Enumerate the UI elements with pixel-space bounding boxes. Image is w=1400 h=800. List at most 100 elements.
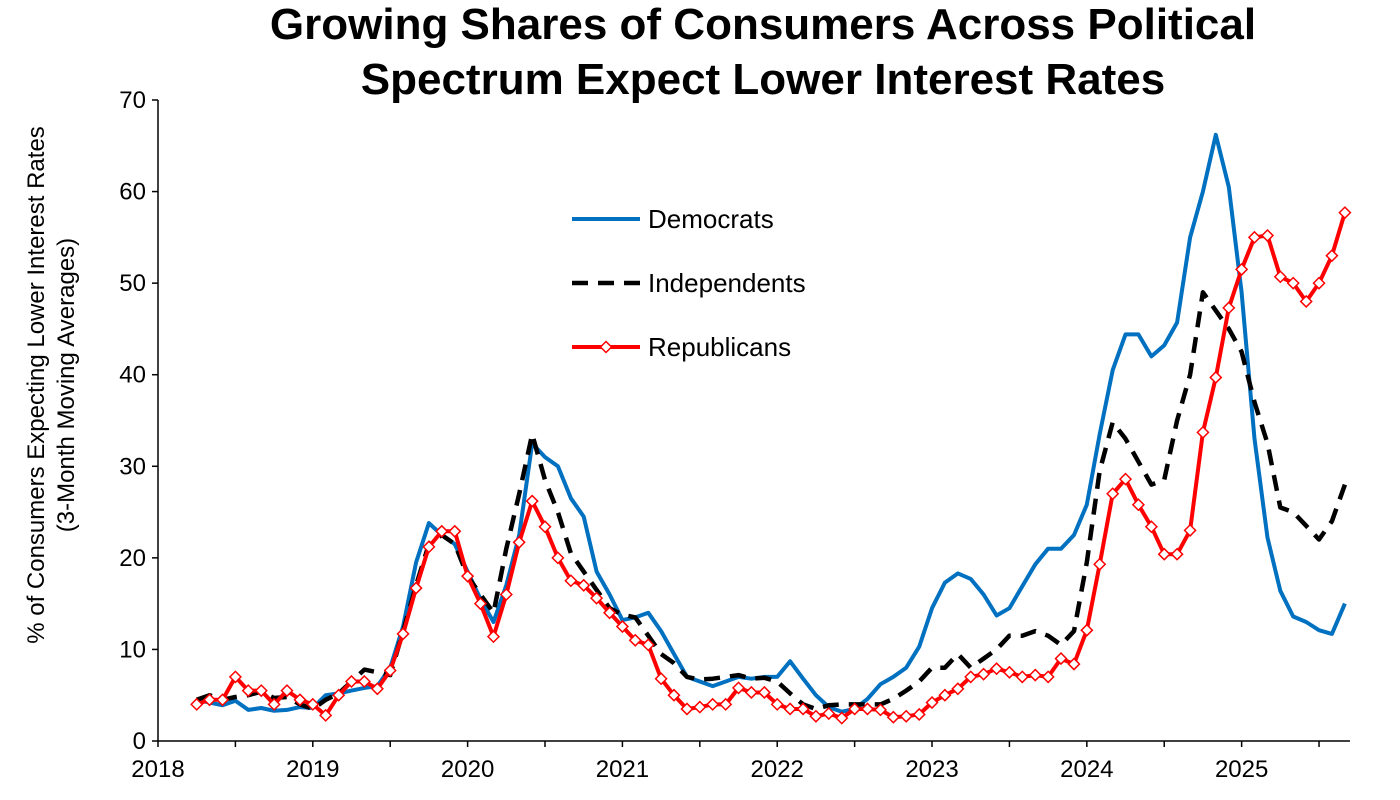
data-point-republicans (744, 685, 758, 700)
data-point-republicans (396, 627, 410, 641)
data-point-republicans (835, 711, 849, 725)
x-axis: 2018 2019 2020 2021 2022 2023 2024 2025 (131, 740, 1350, 783)
data-point-republicans (215, 693, 230, 707)
legend-item-independents: Independents (572, 268, 806, 298)
legend-marker-republicans (599, 340, 613, 354)
data-point-republicans (448, 524, 462, 538)
data-point-republicans (925, 695, 939, 710)
legend-label-democrats: Democrats (648, 204, 774, 234)
data-point-republicans (564, 574, 578, 588)
data-point-republicans (1157, 547, 1171, 561)
data-point-republicans (370, 682, 384, 696)
data-point-republicans (1118, 472, 1133, 486)
data-point-republicans (603, 606, 617, 620)
y-tick-label: 0 (133, 728, 146, 755)
data-point-republicans (757, 685, 771, 700)
chart-title-line-1: Growing Shares of Consumers Across Polit… (270, 0, 1256, 49)
data-point-republicans (1015, 670, 1029, 684)
data-point-republicans (809, 709, 823, 723)
data-point-republicans (306, 697, 320, 711)
data-point-republicans (680, 702, 694, 716)
series-layer (190, 132, 1352, 725)
data-point-republicans (1183, 523, 1197, 537)
y-tick-label: 60 (119, 179, 146, 206)
data-point-republicans (1080, 623, 1094, 637)
x-tick-label: 2023 (905, 756, 958, 783)
data-point-republicans (1286, 276, 1300, 290)
data-point-republicans (1144, 520, 1158, 534)
data-point-republicans (435, 524, 449, 538)
data-point-republicans (1247, 230, 1262, 244)
series-republicans (190, 206, 1352, 725)
data-point-republicans (912, 707, 926, 722)
data-point-republicans (719, 697, 733, 711)
data-point-republicans (1041, 670, 1055, 684)
data-point-republicans (590, 591, 604, 605)
data-point-republicans (241, 684, 255, 698)
data-point-republicans (280, 684, 294, 698)
data-point-republicans (848, 702, 862, 716)
y-tick-label: 40 (119, 362, 146, 389)
data-point-republicans (409, 581, 423, 595)
data-point-republicans (525, 494, 539, 508)
data-point-republicans (577, 578, 591, 592)
data-point-republicans (822, 706, 836, 721)
data-point-republicans (486, 630, 501, 644)
legend: Democrats Independents Republicans (572, 204, 806, 362)
data-point-republicans (783, 702, 797, 716)
data-point-republicans (796, 702, 810, 716)
y-tick-label: 50 (119, 270, 146, 297)
data-point-republicans (332, 688, 346, 702)
y-tick-label: 30 (119, 453, 146, 480)
data-point-republicans (422, 540, 436, 554)
data-point-republicans (667, 688, 681, 702)
data-point-republicans (938, 688, 952, 702)
data-point-republicans (190, 697, 204, 711)
data-point-republicans (228, 670, 242, 684)
data-point-republicans (977, 667, 991, 681)
y-axis-title-line-1: % of Consumers Expecting Lower Interest … (23, 126, 50, 644)
data-point-republicans (654, 672, 668, 686)
legend-item-democrats: Democrats (572, 204, 774, 234)
data-point-republicans (1209, 370, 1223, 385)
data-point-republicans (964, 670, 978, 684)
legend-label-independents: Independents (648, 268, 806, 298)
data-point-republicans (473, 597, 488, 611)
data-point-republicans (267, 697, 281, 711)
x-tick-label: 2024 (1060, 756, 1113, 783)
data-point-republicans (1260, 228, 1275, 243)
data-point-republicans (693, 700, 707, 714)
data-point-republicans (1170, 547, 1184, 561)
data-point-republicans (383, 663, 397, 678)
data-point-republicans (1325, 249, 1339, 263)
data-point-republicans (1196, 425, 1210, 439)
data-point-republicans (860, 702, 875, 716)
data-point-republicans (293, 693, 307, 707)
y-tick-label: 10 (119, 636, 146, 663)
data-point-republicans (899, 709, 913, 723)
data-point-republicans (1106, 487, 1120, 501)
data-point-republicans (886, 710, 900, 724)
data-point-republicans (770, 697, 784, 711)
data-point-republicans (1222, 301, 1236, 315)
data-point-republicans (202, 693, 217, 707)
chart-title: Growing Shares of Consumers Across Polit… (270, 0, 1256, 104)
data-point-republicans (1312, 276, 1326, 290)
data-point-republicans (344, 674, 359, 689)
data-point-republicans (512, 535, 526, 549)
chart-title-line-2: Spectrum Expect Lower Interest Rates (361, 55, 1165, 104)
data-point-republicans (1131, 498, 1145, 512)
x-tick-label: 2021 (596, 756, 649, 783)
x-tick-label: 2025 (1215, 756, 1268, 783)
data-point-republicans (706, 697, 720, 711)
data-point-republicans (319, 708, 333, 722)
y-tick-label: 20 (119, 545, 146, 572)
data-point-republicans (731, 681, 746, 695)
data-point-republicans (254, 684, 268, 698)
legend-item-republicans: Republicans (572, 332, 791, 362)
y-axis-title-line-2: (3-Month Moving Averages) (53, 238, 80, 532)
legend-label-republicans: Republicans (648, 332, 791, 362)
data-point-republicans (1067, 657, 1081, 671)
y-axis: 0 10 20 30 40 50 60 70 (119, 87, 159, 755)
